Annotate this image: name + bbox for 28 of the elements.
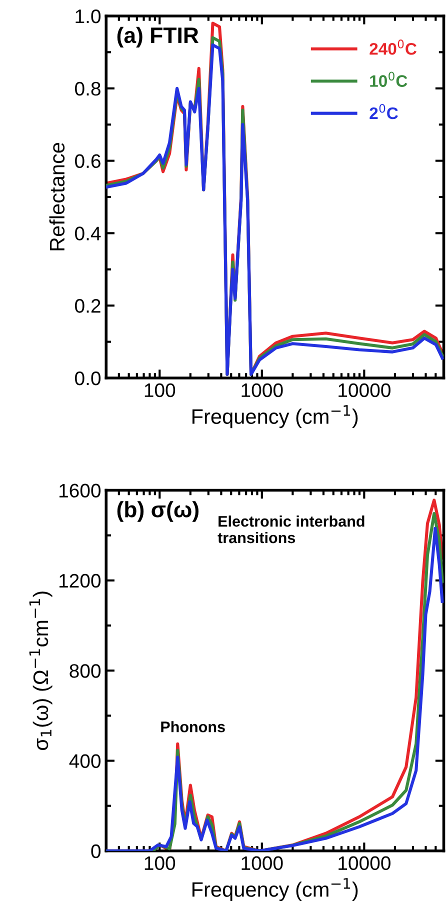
x-axis-title: Frequency (cm$^{−1}$)	[192, 878, 358, 901]
x-axis-title: Frequency (cm$^{−1}$)	[192, 405, 358, 428]
y-tick-label: 1600	[60, 484, 101, 498]
legend-label: 10$^{0}$C	[370, 72, 408, 87]
x-tick-label: 1000	[242, 856, 283, 870]
chart-title: (a) FTIR	[117, 26, 199, 48]
y-tick-label: 1200	[60, 574, 101, 588]
y-tick-label: 0.6	[75, 154, 100, 168]
x-tick-label: 1000	[242, 383, 283, 398]
x-tick-label: 100	[144, 383, 176, 398]
y-tick-label: 0.2	[75, 299, 100, 313]
y-axis-title: σ$_{1}$(ω) (Ω$^{−1}$cm$^{−1}$)	[29, 592, 52, 750]
y-axis-title: Reflectance	[49, 142, 65, 250]
y-tick-label: 400	[69, 754, 101, 768]
y-tick-label: 0.0	[75, 371, 101, 386]
y-tick-label: 1.0	[76, 9, 101, 24]
y-tick-label: 0.4	[75, 226, 101, 240]
y-tick-label: 800	[70, 664, 101, 678]
legend-label: 240$^{0}$C	[370, 40, 417, 55]
x-tick-label: 10000	[338, 856, 390, 870]
x-tick-label: 100	[144, 856, 176, 870]
y-tick-label: 0.8	[75, 82, 100, 96]
x-tick-label: 10000	[338, 383, 390, 398]
annotation: Electronic interband transitions	[218, 516, 364, 544]
y-tick-label: 0	[91, 844, 101, 858]
legend-label: 2$^{0}$C	[370, 104, 398, 120]
annotation: Phonons	[161, 721, 225, 732]
chart-title: (b) σ(ω)	[117, 501, 198, 522]
